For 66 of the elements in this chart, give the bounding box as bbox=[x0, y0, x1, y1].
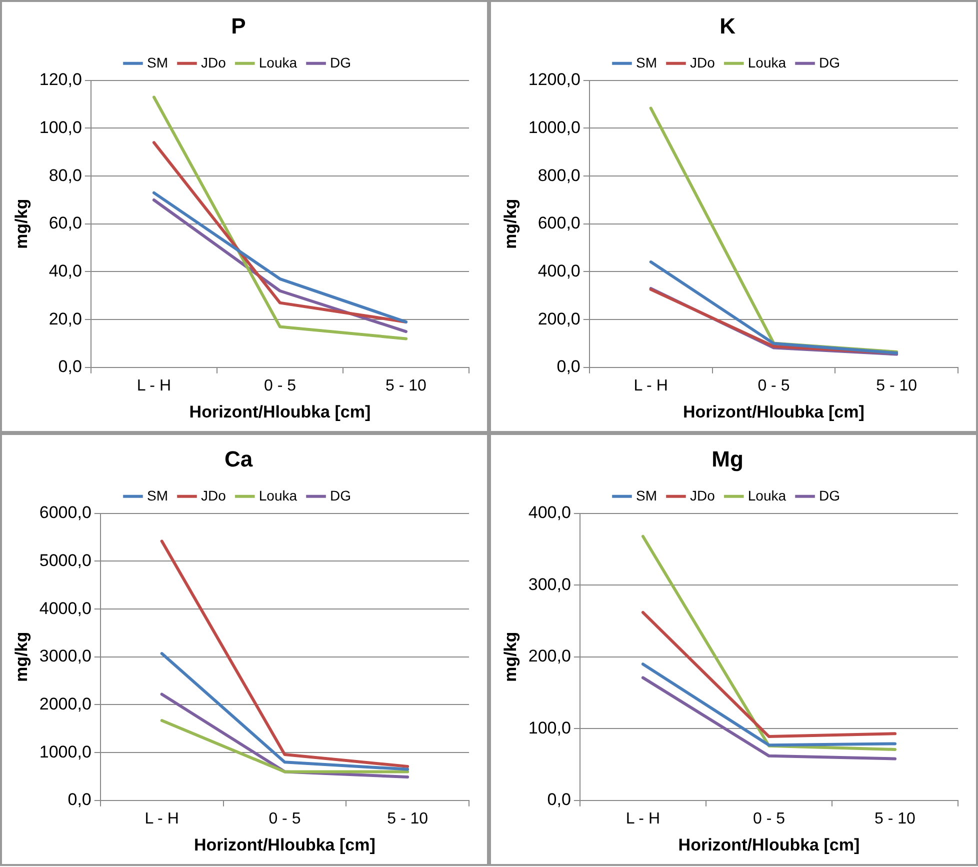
y-axis-title: mg/kg bbox=[500, 198, 520, 249]
y-tick-label: 600,0 bbox=[538, 214, 580, 233]
x-tick-label: L - H bbox=[626, 810, 660, 828]
legend-label: Louka bbox=[258, 54, 298, 70]
y-tick-label: 2000,0 bbox=[39, 694, 92, 714]
x-axis-title: Horizont/Hloubka [cm] bbox=[189, 402, 371, 422]
legend-label: DG bbox=[819, 54, 840, 70]
y-tick-label: 400,0 bbox=[538, 261, 580, 280]
y-tick-label: 6000,0 bbox=[39, 503, 92, 522]
chart-title: K bbox=[720, 13, 736, 38]
legend-label: SM bbox=[636, 54, 657, 70]
y-tick-label: 100,0 bbox=[39, 118, 82, 137]
y-tick-label: 5000,0 bbox=[39, 550, 92, 570]
legend-label: JDo bbox=[200, 54, 226, 70]
legend-label: SM bbox=[146, 54, 168, 70]
y-tick-label: 20,0 bbox=[48, 309, 82, 328]
x-axis-title: Horizont/Hloubka [cm] bbox=[194, 835, 376, 854]
y-tick-label: 100,0 bbox=[528, 718, 571, 738]
legend-label: SM bbox=[146, 487, 168, 504]
y-tick-label: 1000,0 bbox=[39, 742, 92, 762]
y-axis-title: mg/kg bbox=[12, 632, 31, 682]
x-tick-label: 5 - 10 bbox=[876, 377, 918, 394]
x-tick-label: 0 - 5 bbox=[752, 810, 786, 828]
legend-label: JDo bbox=[200, 487, 226, 504]
chart-title: Ca bbox=[224, 446, 254, 472]
legend-label: JDo bbox=[690, 54, 716, 70]
x-tick-label: 0 - 5 bbox=[268, 810, 301, 828]
y-tick-label: 0,0 bbox=[68, 790, 92, 810]
y-tick-label: 1000,0 bbox=[528, 118, 580, 137]
legend-label: DG bbox=[330, 54, 352, 70]
x-tick-label: 0 - 5 bbox=[758, 377, 790, 394]
y-tick-label: 0,0 bbox=[58, 357, 82, 376]
legend-label: SM bbox=[636, 487, 657, 504]
y-tick-label: 40,0 bbox=[48, 261, 82, 280]
y-tick-label: 0,0 bbox=[547, 790, 571, 810]
legend-label: Louka bbox=[748, 487, 786, 504]
x-tick-label: L - H bbox=[136, 377, 171, 394]
x-tick-label: L - H bbox=[634, 377, 668, 394]
x-tick-label: 5 - 10 bbox=[874, 810, 916, 828]
x-tick-label: L - H bbox=[144, 810, 179, 828]
y-tick-label: 0,0 bbox=[556, 357, 580, 376]
y-tick-label: 80,0 bbox=[48, 166, 82, 185]
x-axis-title: Horizont/Hloubka [cm] bbox=[683, 402, 864, 422]
y-tick-label: 200,0 bbox=[538, 309, 580, 328]
legend-label: DG bbox=[330, 487, 352, 504]
y-tick-label: 800,0 bbox=[538, 166, 580, 185]
x-axis-title: Horizont/Hloubka [cm] bbox=[678, 835, 860, 854]
y-tick-label: 120,0 bbox=[39, 70, 82, 90]
x-tick-label: 5 - 10 bbox=[386, 377, 427, 394]
legend-label: JDo bbox=[690, 487, 716, 504]
legend-label: Louka bbox=[258, 487, 298, 504]
chart-title: P bbox=[231, 13, 246, 38]
y-tick-label: 60,0 bbox=[48, 214, 82, 233]
legend-label: DG bbox=[819, 487, 840, 504]
x-tick-label: 5 - 10 bbox=[387, 810, 428, 828]
x-tick-label: 0 - 5 bbox=[264, 377, 296, 394]
y-axis-title: mg/kg bbox=[500, 632, 520, 682]
y-tick-label: 300,0 bbox=[528, 574, 571, 594]
y-tick-label: 400,0 bbox=[528, 503, 571, 522]
y-tick-label: 4000,0 bbox=[39, 598, 92, 618]
legend-label: Louka bbox=[748, 54, 786, 70]
y-tick-label: 200,0 bbox=[528, 646, 571, 666]
y-tick-label: 1200,0 bbox=[528, 70, 580, 90]
y-axis-title: mg/kg bbox=[12, 198, 31, 249]
y-tick-label: 3000,0 bbox=[39, 646, 92, 666]
chart-title: Mg bbox=[712, 446, 744, 472]
